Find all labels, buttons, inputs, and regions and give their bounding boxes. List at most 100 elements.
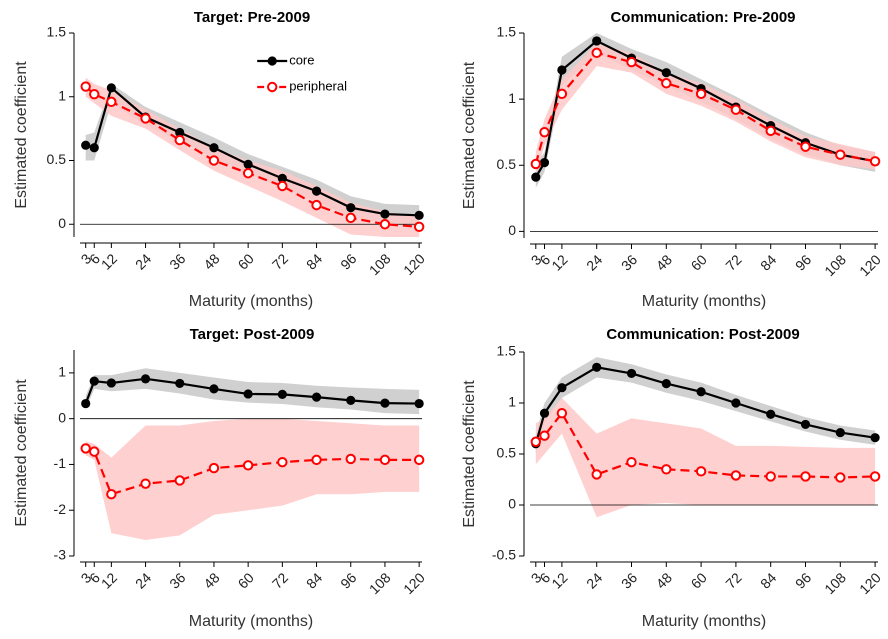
data-point [730,470,742,481]
x-tick-label: 72 [269,569,291,591]
data-point [208,462,220,474]
x-tick-label: 48 [653,569,675,591]
y-tick-label: -2 [54,501,67,517]
legend-label: peripheral [289,78,347,93]
data-point [174,134,185,146]
data-point [556,408,568,419]
data-point [243,389,253,399]
x-tick-label: 120 [856,251,884,279]
data-point [243,159,253,169]
data-point [345,212,356,224]
data-point [557,383,567,393]
x-tick-label: 108 [366,569,394,597]
data-point [311,199,322,211]
data-point [591,47,602,59]
data-point [869,156,881,167]
data-point [835,427,845,438]
data-point [765,471,776,482]
panel-title: Target: Pre-2009 [194,9,310,26]
data-point [380,209,390,219]
x-tick-label: 96 [792,251,814,273]
series-line [534,366,876,445]
data-point [661,464,672,475]
data-point [539,126,550,138]
y-tick-label: -1 [54,455,67,471]
y-axis-label: Estimated coefficient [13,61,30,209]
x-tick-label: 84 [757,569,779,591]
data-point [870,433,880,443]
x-tick-label: 48 [200,569,222,591]
confidence-band [85,77,420,237]
x-tick-label: 108 [366,250,394,278]
data-point [765,125,776,137]
x-tick-label: 120 [856,569,884,597]
data-point [661,379,671,389]
data-point [379,219,391,230]
data-point [531,172,541,182]
x-tick-label: 72 [722,569,744,591]
x-tick-label: 12 [98,569,120,591]
data-point [414,398,424,409]
data-point [277,389,287,400]
data-point [592,36,602,46]
data-point [835,149,846,160]
x-tick-label: 120 [400,569,428,597]
data-point [345,453,356,465]
x-tick-label: 84 [303,569,325,591]
x-tick-label: 72 [269,250,291,272]
x-tick-label: 96 [792,569,814,591]
panel: Communication: Post-2009 Estimated coeffi… [461,326,884,630]
y-tick-label: 0.5 [497,445,517,461]
data-point [140,113,151,124]
data-point [174,475,185,486]
data-point [106,489,117,500]
data-point [81,398,91,409]
data-point [557,65,567,75]
x-tick-label: 108 [821,569,849,597]
data-point [530,436,541,447]
data-point [539,430,550,441]
x-axis-label: Maturity (months) [189,293,313,310]
x-tick-label: 12 [98,250,120,272]
y-tick-label: 1 [508,90,516,106]
data-point [311,186,322,196]
y-tick-label: 0.5 [497,156,517,172]
x-tick-label: 24 [583,251,605,273]
confidence-band [535,397,876,518]
y-tick-label: 0 [508,496,516,512]
series-line [85,447,420,496]
y-tick-label: 1.5 [497,343,517,359]
data-point [695,88,707,100]
data-point [242,460,254,471]
x-tick-label: 48 [200,250,222,272]
panel-title: Target: Post-2009 [190,326,315,343]
panel: Communication: Pre-2009 Estimated coeffic… [461,9,884,310]
x-tick-label: 36 [166,569,188,591]
data-point [556,88,568,100]
data-point [277,456,288,468]
data-point [800,141,811,152]
x-tick-label: 72 [722,251,744,273]
data-point [106,378,116,388]
data-point [591,469,602,480]
data-point [800,471,811,482]
y-axis-label: Estimated coefficient [461,61,478,209]
data-point [835,472,846,483]
x-tick-label: 36 [166,250,188,272]
x-tick-label: 24 [132,569,154,591]
data-point [414,210,424,220]
panel-title: Communication: Post-2009 [606,326,799,343]
data-point [696,387,706,397]
legend-marker [267,81,278,93]
y-tick-label: 0 [58,215,66,231]
y-tick-label: -3 [54,547,67,563]
data-point [209,384,219,394]
data-point [731,398,741,408]
data-point [380,398,390,408]
x-tick-label: 84 [757,251,779,273]
y-tick-label: 1.5 [47,24,67,40]
data-point [413,221,425,233]
x-tick-label: 36 [618,251,640,273]
data-point [730,104,742,115]
